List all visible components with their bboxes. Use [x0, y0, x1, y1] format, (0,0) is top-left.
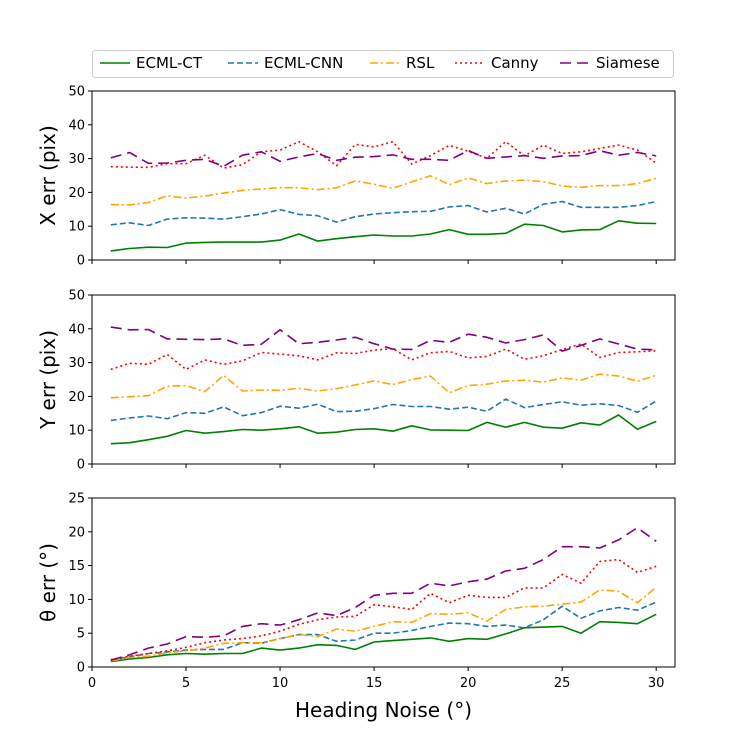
series-line-ecml-ct [110, 414, 657, 445]
y-tick-label: 20 [68, 390, 85, 405]
y-tick-label: 10 [68, 220, 85, 235]
y-axis-label: Y err (pix) [36, 330, 60, 430]
legend-label-canny: Canny [491, 54, 539, 72]
legend-label-ecml-cnn: ECML-CNN [264, 54, 343, 72]
axes-frame [91, 294, 676, 465]
y-tick-label: 30 [68, 152, 85, 167]
series-line-rsl [110, 586, 657, 662]
series-line-siamese [110, 149, 657, 168]
series-line-canny [110, 343, 657, 371]
y-tick-label: 50 [68, 85, 85, 100]
series-line-rsl [110, 175, 657, 206]
y-tick-label: 30 [68, 356, 85, 371]
legend: ECML-CT ECML-CNN RSL Canny Siamese [92, 50, 674, 78]
series-line-ecml-ct [110, 220, 657, 252]
y-tick-label: 40 [68, 322, 85, 337]
y-tick-label: 20 [68, 525, 85, 540]
series-line-canny [110, 140, 657, 169]
y-axis-label: θ err (°) [36, 543, 60, 622]
legend-label-ecml-ct: ECML-CT [136, 54, 203, 72]
series-line-siamese [110, 326, 657, 352]
axes-frame [91, 90, 676, 261]
y-tick-label: 0 [77, 458, 85, 473]
series-line-ecml-ct [110, 613, 657, 663]
legend-label-rsl: RSL [406, 54, 435, 72]
x-tick-label: 20 [460, 676, 477, 691]
x-tick-label: 5 [182, 676, 190, 691]
x-tick-label: 25 [554, 676, 571, 691]
x-tick-label: 10 [272, 676, 289, 691]
x-axis-label: Heading Noise (°) [295, 698, 472, 722]
y-tick-label: 0 [77, 254, 85, 269]
legend-label-siamese: Siamese [596, 54, 660, 72]
series-line-ecml-cnn [110, 200, 657, 227]
y-tick-label: 10 [68, 593, 85, 608]
y-tick-label: 0 [77, 661, 85, 676]
y-tick-label: 10 [68, 424, 85, 439]
y-tick-label: 50 [68, 289, 85, 304]
axes-frame [91, 497, 676, 668]
y-axis-label: X err (pix) [36, 125, 60, 226]
y-tick-label: 5 [77, 627, 85, 642]
y-tick-label: 40 [68, 118, 85, 133]
panel-1: 0 10 20 30 40 50 X err (pix) [36, 85, 676, 269]
x-tick-label: 0 [88, 676, 96, 691]
y-tick-label: 15 [68, 559, 85, 574]
x-tick-label: 30 [648, 676, 665, 691]
series-line-ecml-cnn [110, 601, 657, 661]
panel-2: 0 10 20 30 40 50 Y err (pix) [36, 289, 676, 473]
y-tick-label: 25 [68, 492, 85, 507]
series-line-canny [110, 558, 657, 661]
panel-3: 0 5 10 15 20 25 0 5 10 15 20 25 30 θ err (°) Heading N… [36, 492, 676, 722]
series-line-siamese [110, 526, 657, 661]
y-tick-label: 20 [68, 186, 85, 201]
series-line-rsl [110, 373, 657, 399]
legend-frame [92, 50, 674, 78]
x-tick-label: 15 [366, 676, 383, 691]
series-line-ecml-cnn [110, 398, 657, 422]
